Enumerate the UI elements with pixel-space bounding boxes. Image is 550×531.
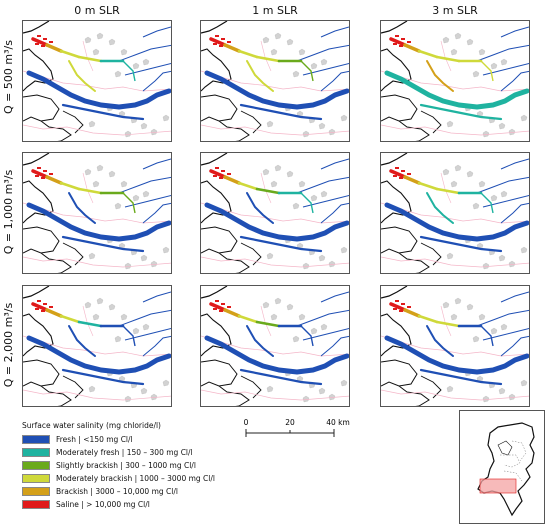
northern-waterway-segment: [237, 314, 259, 324]
northern-waterway-segment: [77, 320, 103, 328]
legend-item: Moderately fresh | 150 – 300 mg Cl/l: [22, 446, 232, 459]
map-panel-7: [22, 285, 172, 407]
column-header-3m: 3 m SLR: [432, 4, 478, 17]
legend-label: Moderately brackish | 1000 – 3000 mg Cl/…: [56, 474, 215, 483]
legend-swatch: [22, 435, 50, 444]
southern-estuary: [384, 335, 529, 375]
southern-estuary: [204, 70, 349, 110]
southern-estuary: [204, 335, 349, 375]
legend-swatch: [22, 474, 50, 483]
northern-waterway-segment: [59, 314, 81, 324]
legend-title: Surface water salinity (mg chloride/l): [22, 421, 161, 430]
northern-waterway-segment: [59, 181, 81, 191]
legend-swatch: [22, 448, 50, 457]
southern-estuary: [384, 70, 529, 110]
northern-waterway-segment: [389, 37, 407, 47]
northern-waterway-segment: [417, 49, 439, 59]
northern-waterway-segment: [237, 181, 259, 191]
northern-waterway-segment: [255, 55, 281, 63]
southern-estuary: [26, 202, 171, 242]
northern-waterway-segment: [31, 302, 49, 312]
northern-waterway-segment: [417, 181, 439, 191]
map-panel-4: [22, 152, 172, 274]
northern-waterway-segment: [31, 37, 49, 47]
northern-waterway-segment: [403, 175, 421, 185]
study-area-highlight: [479, 478, 517, 494]
northern-waterway-segment: [403, 308, 421, 318]
northern-waterway-segment: [45, 308, 63, 318]
northern-waterway-segment: [77, 187, 103, 195]
northern-waterway-segment: [435, 320, 461, 328]
legend-item: Brackish | 3000 – 10,000 mg Cl/l: [22, 485, 232, 498]
legend-items: Fresh | <150 mg Cl/l Moderately fresh | 1…: [22, 433, 232, 511]
legend-item: Moderately brackish | 1000 – 3000 mg Cl/…: [22, 472, 232, 485]
legend-swatch: [22, 461, 50, 470]
row-header-q500: Q = 500 m³/s: [2, 40, 15, 114]
northern-waterway-segment: [389, 302, 407, 312]
northern-waterway-segment: [255, 320, 281, 328]
northern-waterway-segment: [403, 43, 421, 53]
map-panel-3: [380, 20, 530, 142]
scale-tick-20: 20: [285, 418, 295, 427]
column-header-1m: 1 m SLR: [252, 4, 298, 17]
netherlands-outline: [477, 422, 535, 517]
map-panel-8: [200, 285, 350, 407]
southern-estuary: [26, 335, 171, 375]
map-panel-5: [200, 152, 350, 274]
northern-waterway-segment: [237, 49, 259, 59]
northern-waterway-segment: [255, 187, 281, 195]
northern-waterway-segment: [435, 55, 461, 63]
legend-label: Brackish | 3000 – 10,000 mg Cl/l: [56, 487, 178, 496]
legend-item: Slightly brackish | 300 – 1000 mg Cl/l: [22, 459, 232, 472]
inset-locator-map: [459, 410, 545, 524]
legend-item: Fresh | <150 mg Cl/l: [22, 433, 232, 446]
northern-waterway-segment: [209, 302, 227, 312]
southern-estuary: [384, 202, 529, 242]
legend-swatch: [22, 500, 50, 509]
northern-waterway-segment: [223, 43, 241, 53]
scale-tick-0: 0: [244, 418, 249, 427]
map-panel-6: [380, 152, 530, 274]
legend-label: Fresh | <150 mg Cl/l: [56, 435, 133, 444]
row-header-q1000: Q = 1,000 m³/s: [2, 169, 15, 255]
legend-item: Saline | > 10,000 mg Cl/l: [22, 498, 232, 511]
northern-waterway-segment: [389, 169, 407, 179]
southern-estuary: [26, 70, 171, 110]
map-panel-2: [200, 20, 350, 142]
northern-waterway-segment: [417, 314, 439, 324]
legend-label: Saline | > 10,000 mg Cl/l: [56, 500, 150, 509]
scale-tick-40: 40 km: [326, 418, 350, 427]
map-panel-1: [22, 20, 172, 142]
northern-waterway-segment: [209, 169, 227, 179]
row-header-q2000: Q = 2,000 m³/s: [2, 302, 15, 388]
map-panel-9: [380, 285, 530, 407]
legend-label: Slightly brackish | 300 – 1000 mg Cl/l: [56, 461, 196, 470]
legend-label: Moderately fresh | 150 – 300 mg Cl/l: [56, 448, 193, 457]
northern-waterway-segment: [77, 55, 103, 63]
northern-waterway-segment: [45, 175, 63, 185]
northern-waterway-segment: [223, 175, 241, 185]
northern-waterway-segment: [435, 187, 461, 195]
salinity-legend: Surface water salinity (mg chloride/l) F…: [22, 421, 232, 511]
northern-waterway-segment: [45, 43, 63, 53]
northern-waterway-segment: [59, 49, 81, 59]
northern-waterway-segment: [209, 37, 227, 47]
northern-waterway-segment: [31, 169, 49, 179]
column-header-0m: 0 m SLR: [74, 4, 120, 17]
legend-swatch: [22, 487, 50, 496]
northern-waterway-segment: [223, 308, 241, 318]
southern-estuary: [204, 202, 349, 242]
scale-bar: 0 20 40 km: [244, 418, 350, 437]
